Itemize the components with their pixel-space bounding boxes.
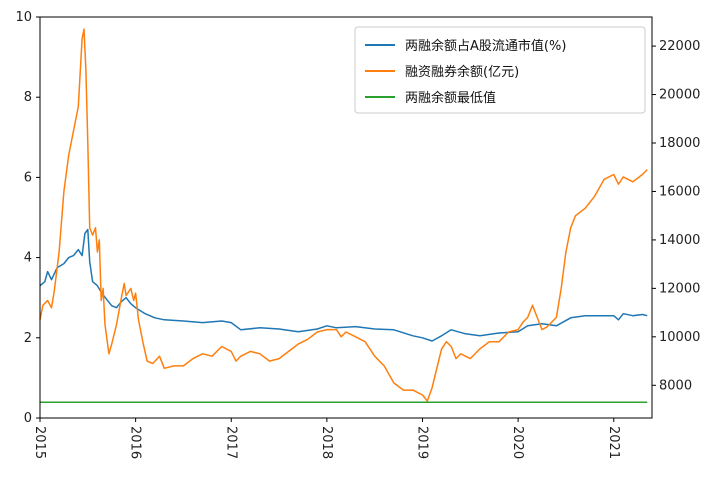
series-line-0	[39, 228, 648, 342]
left-tick-label: 6	[24, 170, 32, 185]
left-tick-label: 8	[24, 90, 32, 105]
x-tick-label: 2016	[128, 426, 143, 459]
right-tick-label: 22000	[659, 39, 700, 54]
right-tick-label: 8000	[659, 378, 692, 393]
right-tick-label: 12000	[659, 281, 700, 296]
series-line-1	[39, 28, 648, 402]
x-tick-label: 2019	[415, 426, 430, 459]
left-tick-label: 10	[15, 10, 32, 25]
legend-label: 两融余额最低值	[405, 90, 496, 106]
left-tick-label: 0	[24, 411, 32, 426]
x-tick-label: 2017	[223, 426, 238, 459]
plot-frame	[39, 16, 653, 419]
x-tick-label: 2018	[319, 426, 334, 459]
right-tick-label: 20000	[659, 88, 700, 103]
legend-label: 融资融券余额(亿元)	[405, 64, 519, 80]
x-tick-label: 2015	[32, 426, 47, 459]
x-tick-label: 2021	[606, 426, 621, 459]
x-tick-label: 2020	[510, 426, 525, 459]
legend-label: 两融余额占A股流通市值(%)	[405, 38, 566, 54]
right-tick-label: 10000	[659, 330, 700, 345]
left-tick-label: 4	[24, 251, 32, 266]
plot-area	[39, 28, 648, 404]
left-tick-label: 2	[24, 331, 32, 346]
legend: 两融余额占A股流通市值(%) 融资融券余额(亿元) 两融余额最低值	[354, 26, 646, 114]
legend-box	[354, 26, 646, 114]
axes: 0 2 4 6 8 10 8000 10000 12000 14000 16000 18000 2000…	[15, 10, 700, 459]
right-tick-label: 14000	[659, 233, 700, 248]
right-tick-label: 16000	[659, 184, 700, 199]
right-tick-label: 18000	[659, 136, 700, 151]
